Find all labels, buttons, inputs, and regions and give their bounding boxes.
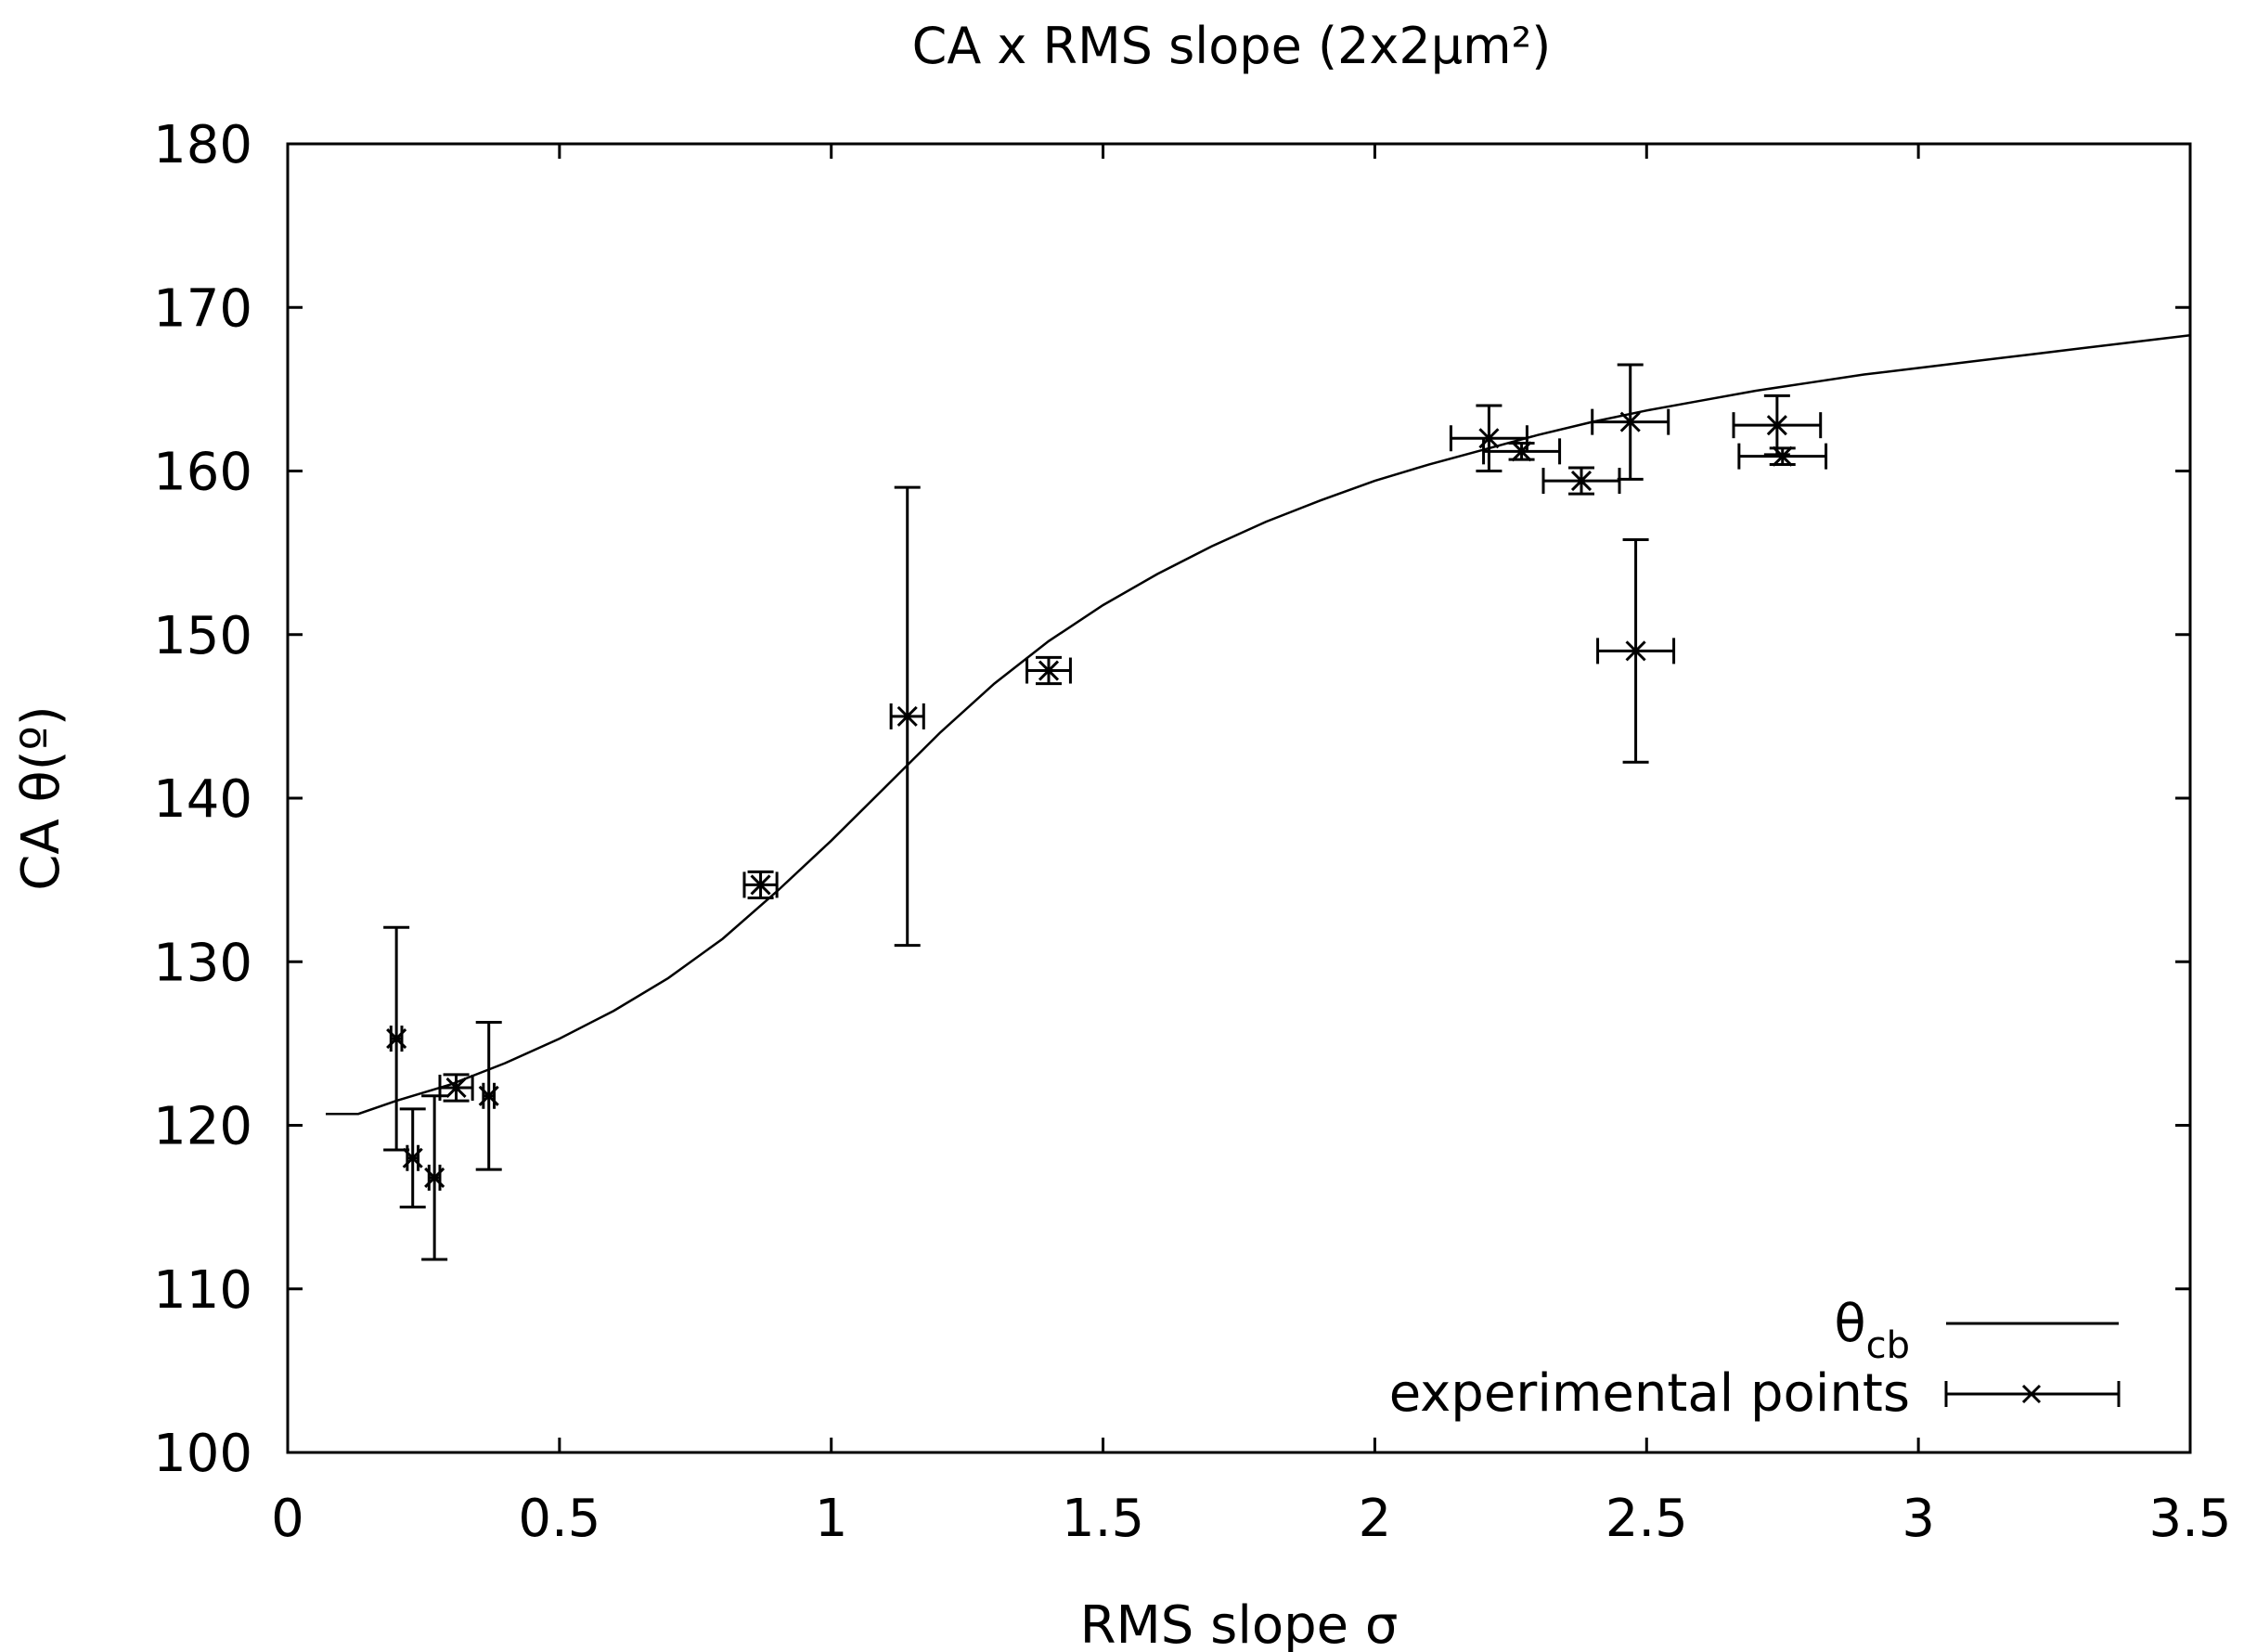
- point-marker: [445, 1077, 467, 1099]
- data-point: [1737, 443, 1828, 470]
- y-tick-label: 170: [153, 278, 252, 339]
- y-tick-label: 160: [153, 443, 252, 503]
- point-marker: [1619, 411, 1641, 432]
- experimental-points: [383, 363, 1828, 1261]
- theta-cb-curve: [326, 333, 2191, 1116]
- chart-title: CA x RMS slope (2x2μm²): [912, 17, 1552, 75]
- x-tick-label: 1.5: [1062, 1489, 1144, 1549]
- point-marker: [478, 1085, 499, 1106]
- theta-cb-line: [326, 333, 2191, 1116]
- legend-curve-label: θcb: [1834, 1294, 1910, 1367]
- x-tick-label: 0.5: [518, 1489, 600, 1549]
- legend-curve-label-sub: cb: [1866, 1324, 1910, 1367]
- data-point: [889, 485, 925, 948]
- point-marker: [896, 705, 918, 727]
- y-tick-label: 150: [153, 606, 252, 666]
- y-tick-label: 130: [153, 933, 252, 993]
- point-marker: [750, 874, 771, 896]
- y-tick-label: 110: [153, 1260, 252, 1321]
- x-tick-label: 2.5: [1606, 1489, 1688, 1549]
- data-point: [1449, 404, 1528, 472]
- data-point: [1482, 438, 1562, 465]
- y-tick-label: 140: [153, 769, 252, 830]
- data-point: [742, 870, 779, 900]
- point-marker: [1511, 441, 1532, 462]
- point-marker: [386, 1028, 407, 1050]
- data-point: [1591, 363, 1670, 481]
- y-tick-label: 120: [153, 1097, 252, 1157]
- legend-curve-label-main: θ: [1834, 1294, 1865, 1354]
- point-marker: [1766, 415, 1787, 436]
- data-point: [1732, 394, 1823, 457]
- y-tick-labels: 100 110 120 130 140 150 160 170 180: [153, 115, 252, 1484]
- data-point: [383, 925, 410, 1152]
- legend-points-swatch: [1944, 1381, 2121, 1407]
- plot-frame: [286, 142, 2192, 1454]
- point-marker: [1570, 471, 1593, 492]
- data-point: [421, 1094, 448, 1261]
- point-marker: [1038, 660, 1060, 681]
- y-axis-label: CA θ(º): [11, 705, 71, 891]
- point-marker: [424, 1167, 445, 1188]
- legend: θcb experimental points: [1389, 1294, 2121, 1424]
- x-tick-label: 1: [815, 1489, 848, 1549]
- x-tick-label: 3: [1902, 1489, 1935, 1549]
- x-axis-label: RMS slope σ: [1080, 1595, 1399, 1652]
- x-tick-label: 0: [271, 1489, 304, 1549]
- data-point: [1541, 466, 1621, 496]
- x-tick-label: 2: [1359, 1489, 1392, 1549]
- x-tick-label: 3.5: [2148, 1489, 2231, 1549]
- y-tick-label: 100: [153, 1424, 252, 1484]
- point-marker: [1772, 445, 1793, 467]
- point-marker: [1625, 640, 1646, 662]
- data-point: [475, 1020, 502, 1171]
- ticks: [286, 142, 2192, 1454]
- data-point: [399, 1107, 426, 1209]
- point-marker: [402, 1147, 423, 1168]
- data-point: [1025, 655, 1072, 686]
- data-point: [1596, 538, 1676, 764]
- y-tick-label: 180: [153, 115, 252, 175]
- data-point: [438, 1073, 474, 1103]
- x-tick-labels: 0 0.5 1 1.5 2 2.5 3 3.5: [271, 1489, 2231, 1549]
- legend-points-label: experimental points: [1389, 1363, 1910, 1424]
